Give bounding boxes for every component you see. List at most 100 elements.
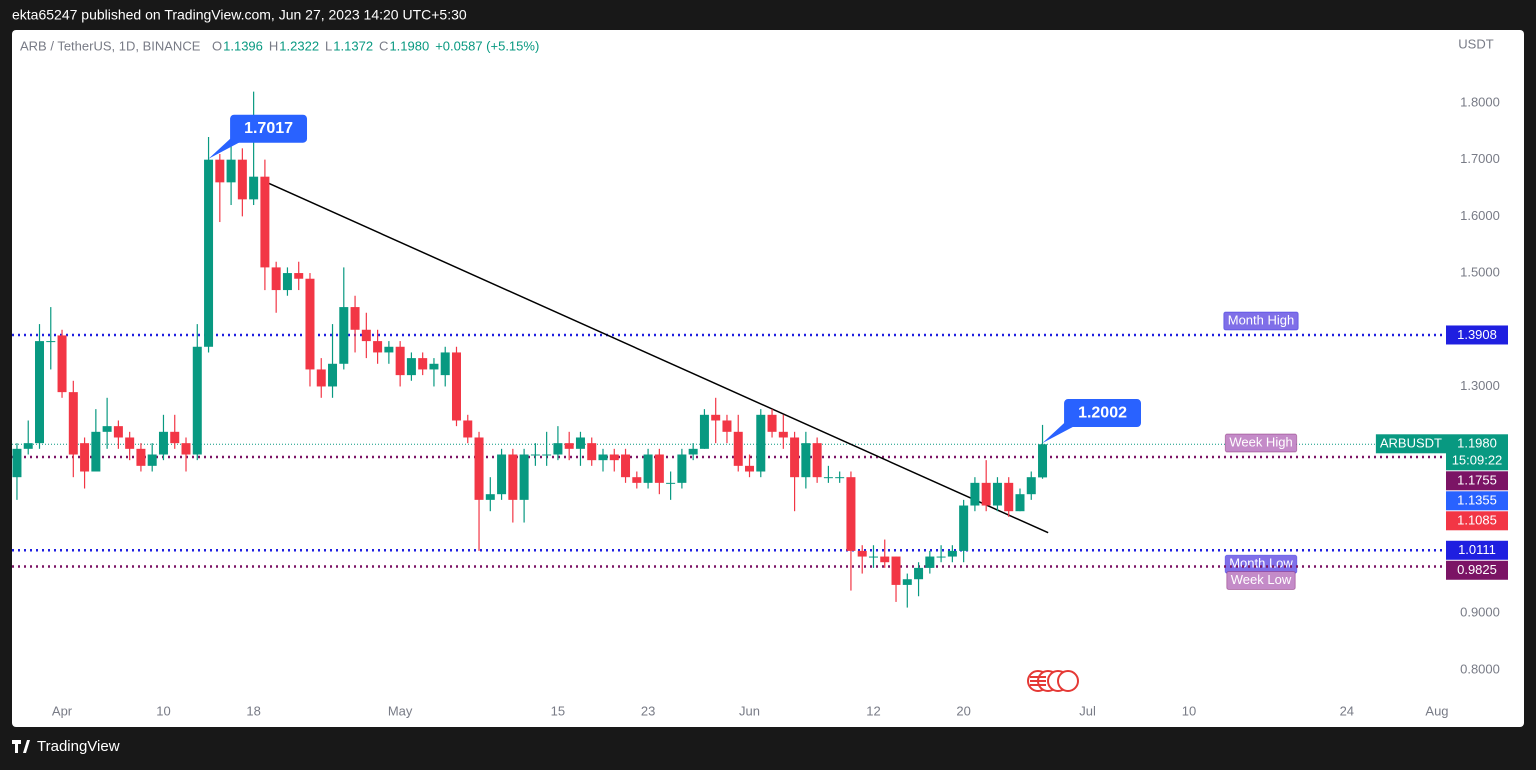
y-tick-label: 1.3000 [1460, 378, 1500, 393]
candle-body [395, 346, 405, 376]
candle-body [643, 454, 653, 483]
candle-body [451, 352, 461, 421]
level-label: Month High [1223, 311, 1299, 331]
candle-body [947, 550, 957, 557]
legend-value: 1.1980 [389, 38, 429, 53]
candle-body [260, 176, 270, 268]
candle-body [677, 454, 687, 483]
callout-label: 1.7017 [244, 120, 293, 137]
price-tag-label: 1.1085 [1457, 513, 1497, 528]
candle-body [294, 273, 304, 279]
x-tick-label: 23 [641, 703, 655, 718]
candle-body [1015, 494, 1025, 512]
candle-body [575, 437, 585, 449]
candle-body [891, 556, 901, 585]
callout-label: 1.2002 [1078, 404, 1127, 421]
candle-body [418, 358, 428, 370]
candle-body [767, 414, 777, 432]
candle-body [621, 454, 631, 478]
price-tag [1446, 471, 1508, 491]
candle-body [373, 341, 383, 353]
x-tick-label: May [388, 703, 413, 718]
candle-body [902, 579, 912, 585]
header: ekta65247 published on TradingView.com, … [12, 7, 467, 23]
x-tick-label: 20 [956, 703, 970, 718]
candle-body [384, 346, 394, 353]
candle-body [350, 307, 360, 330]
x-tick-label: 15 [551, 703, 565, 718]
level-name: Week High [1229, 434, 1292, 449]
callout: 1.2002 [1064, 399, 1142, 428]
level-label: Week High [1224, 433, 1298, 453]
candle-body [542, 454, 552, 456]
candle-body [237, 159, 247, 200]
price-tag [1446, 434, 1508, 471]
brand-logo [12, 740, 30, 753]
price-tag-label: 0.9825 [1457, 562, 1497, 577]
legend-change: +0.0587 (+5.15%) [435, 38, 539, 53]
level-name: Month High [1228, 312, 1294, 327]
candle-body [868, 556, 878, 558]
x-tick-label: Apr [52, 703, 73, 718]
price-tag-countdown: 15:09:22 [1452, 453, 1503, 468]
candle-body [711, 414, 721, 421]
x-tick-label: 18 [246, 703, 260, 718]
candle-body [497, 454, 507, 495]
callout-box [1064, 399, 1142, 428]
level-name: Week Low [1231, 572, 1292, 587]
price-tag-label: 1.1755 [1457, 473, 1497, 488]
price-tag [1446, 325, 1508, 345]
candle-body [429, 363, 439, 370]
symbol-tag-label: ARBUSDT [1380, 436, 1442, 451]
candle-body [632, 477, 642, 483]
x-tick-label: Jul [1079, 703, 1096, 718]
candle-body [1038, 444, 1048, 478]
candle-body [125, 437, 135, 449]
candle-body [699, 414, 709, 449]
candle-body [609, 454, 619, 461]
y-tick-label: 1.7000 [1460, 151, 1500, 166]
candle-body [23, 443, 33, 449]
level-label: Month Low [1224, 554, 1298, 574]
candle-body [361, 329, 371, 342]
callout-box [230, 114, 308, 143]
candle-body [271, 267, 281, 291]
candle-body [91, 431, 101, 472]
price-tag [1446, 540, 1508, 560]
legend-value: 1.2322 [279, 38, 319, 53]
candle-body [587, 443, 597, 461]
candle-body [80, 443, 90, 472]
candle-body [34, 341, 44, 444]
candle-body [1026, 477, 1036, 495]
price-tag [1446, 511, 1508, 531]
candle-body [316, 369, 326, 387]
level-label: Week Low [1226, 570, 1296, 590]
price-tag-label: 1.1355 [1457, 493, 1497, 508]
x-tick-label: Aug [1425, 703, 1448, 718]
candle-body [12, 448, 22, 478]
candle-body [992, 482, 1002, 506]
candle-body [598, 454, 608, 461]
candle-body [158, 431, 168, 455]
legend-key: O [212, 38, 222, 53]
symbol: ARB / TetherUS, 1D, BINANCE [20, 38, 201, 53]
candle-body [147, 454, 157, 466]
candle-body [508, 454, 518, 500]
candle-body [564, 443, 574, 449]
candle-body [857, 550, 867, 557]
candle-body [474, 437, 484, 500]
candle-body [654, 454, 664, 483]
y-tick-label: 1.5000 [1460, 265, 1500, 280]
x-tick-label: Jun [739, 703, 760, 718]
candle-body [1004, 482, 1014, 512]
candle-body [925, 556, 935, 568]
candle-body [136, 448, 146, 466]
candle-body [226, 159, 236, 183]
candle-body [192, 346, 202, 455]
price-tag [1446, 491, 1508, 511]
candle-body [745, 465, 755, 472]
candle-body [823, 477, 833, 479]
candle-body [519, 454, 529, 500]
